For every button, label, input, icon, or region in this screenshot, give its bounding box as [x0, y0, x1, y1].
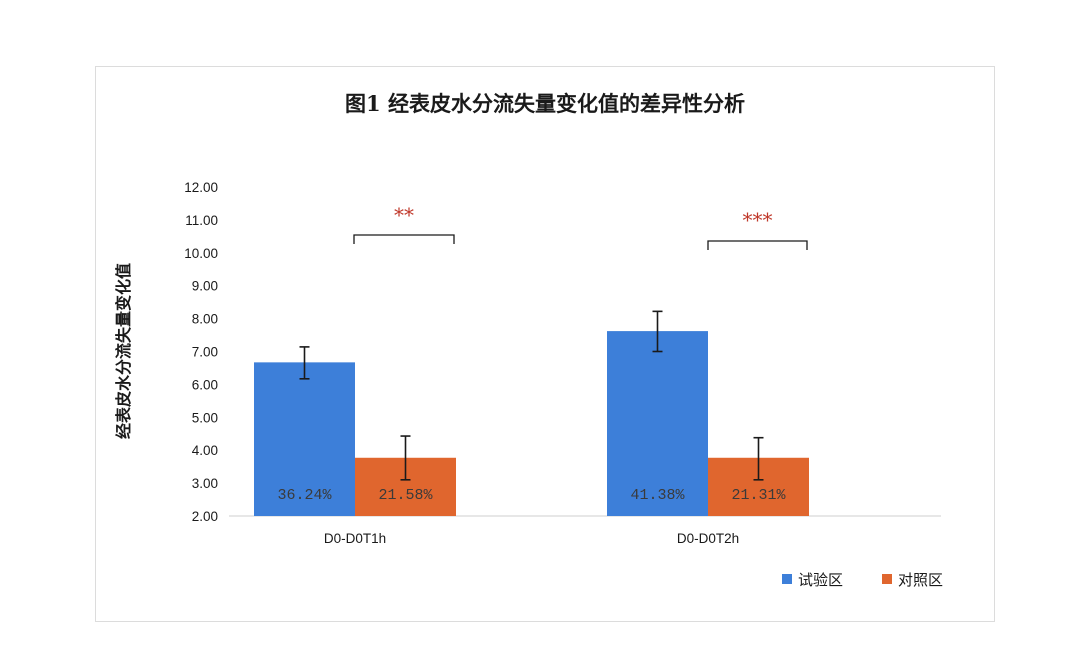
legend: 试验区 对照区: [782, 571, 943, 589]
significance-mark: **: [394, 203, 414, 227]
legend-label: 试验区: [798, 571, 843, 589]
chart-frame: 图1 经表皮水分流失量变化值的差异性分析 经表皮水分流失量变化值 2.00 3.0…: [95, 66, 995, 622]
error-bars-group: [299, 310, 764, 481]
y-tick-label: 2.00: [192, 509, 218, 524]
x-tick-label: D0-D0T2h: [677, 531, 739, 546]
legend-swatch: [882, 574, 892, 584]
x-tick-label: D0-D0T1h: [324, 531, 386, 546]
data-label: 41.38%: [630, 487, 685, 504]
significance-bracket: [353, 234, 455, 244]
y-tick-label: 3.00: [192, 476, 218, 491]
y-tick-label: 5.00: [192, 410, 218, 425]
y-tick-label: 9.00: [192, 279, 218, 294]
significance-group: ** ***: [353, 203, 808, 250]
bar-chart: 图1 经表皮水分流失量变化值的差异性分析 经表皮水分流失量变化值 2.00 3.0…: [114, 91, 943, 589]
data-labels-group: 36.24% 41.38% 21.58% 21.31%: [277, 487, 786, 504]
x-axis-ticks: D0-D0T1h D0-D0T2h: [324, 531, 739, 546]
y-tick-label: 8.00: [192, 312, 218, 327]
bars-group: [254, 331, 809, 516]
legend-swatch: [782, 574, 792, 584]
y-tick-label: 7.00: [192, 345, 218, 360]
y-tick-label: 6.00: [192, 377, 218, 392]
data-label: 21.31%: [731, 487, 786, 504]
significance-mark: ***: [743, 208, 773, 232]
y-tick-label: 11.00: [185, 213, 218, 228]
y-tick-label: 12.00: [184, 180, 218, 195]
significance-bracket: [707, 240, 808, 250]
bar: [254, 362, 355, 516]
y-axis-label: 经表皮水分流失量变化值: [114, 263, 133, 439]
bar: [607, 331, 708, 516]
y-axis-ticks: 2.00 3.00 4.00 5.00 6.00 7.00 8.00 9.00 10.00 11.…: [184, 180, 218, 524]
chart-title: 图1 经表皮水分流失量变化值的差异性分析: [345, 91, 745, 116]
legend-label: 对照区: [898, 571, 943, 589]
y-tick-label: 10.00: [184, 246, 218, 261]
y-tick-label: 4.00: [192, 443, 218, 458]
data-label: 21.58%: [378, 487, 433, 504]
data-label: 36.24%: [277, 487, 332, 504]
